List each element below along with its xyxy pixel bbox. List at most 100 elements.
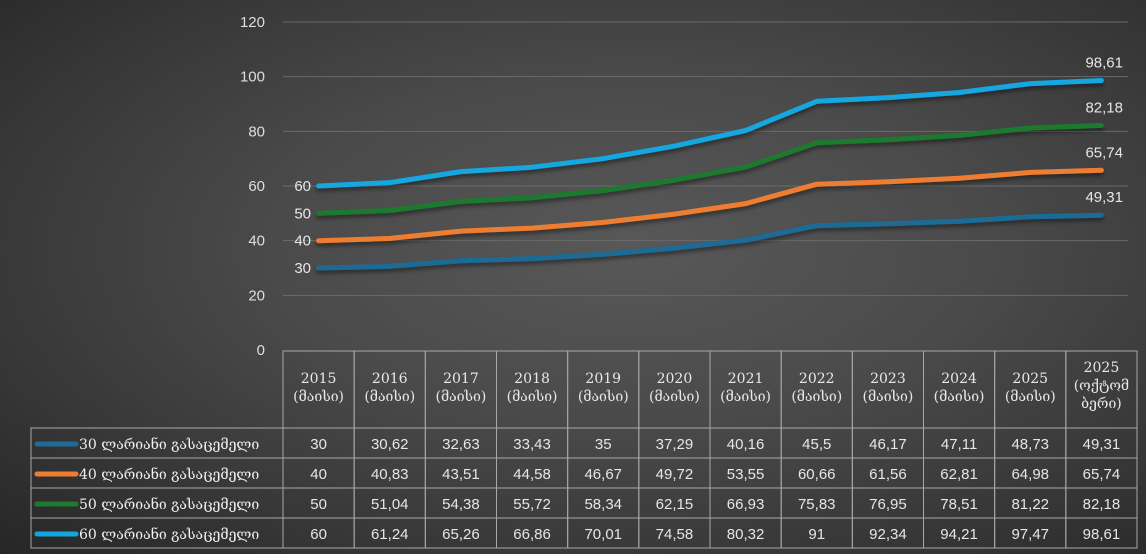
category-label: (მაისი)	[293, 388, 344, 405]
table-value: 75,83	[798, 496, 836, 513]
table-value: 40,16	[727, 436, 765, 453]
category-label: 2015	[301, 371, 337, 387]
table-value: 55,72	[513, 496, 551, 513]
table-value: 49,31	[1083, 436, 1121, 453]
category-label: (ოქტომ	[1074, 377, 1129, 394]
legend-label: 60 ლარიანი გასაცემელი	[79, 525, 259, 543]
table-value: 49,72	[656, 466, 694, 483]
table-value: 43,51	[442, 466, 480, 483]
start-data-label: 40	[294, 233, 311, 250]
y-tick-label: 40	[248, 233, 265, 250]
gridlines	[283, 21, 1128, 296]
table-value: 92,34	[869, 526, 907, 543]
category-label: (მაისი)	[364, 388, 415, 405]
table-value: 61,56	[869, 466, 907, 483]
table-value: 65,74	[1083, 466, 1121, 483]
series-line-2	[316, 167, 1104, 244]
table-value: 58,34	[584, 496, 622, 513]
category-label: 2021	[728, 371, 764, 387]
table-value: 62,15	[656, 496, 694, 513]
table-value: 65,26	[442, 526, 480, 543]
end-data-label: 49,31	[1085, 189, 1123, 206]
category-label: (მაისი)	[1005, 388, 1056, 405]
y-tick-label: 0	[257, 342, 265, 359]
series-line-4	[316, 78, 1104, 189]
category-label: 2018	[514, 371, 550, 387]
table-value: 94,21	[940, 526, 978, 543]
category-label: (მაისი)	[649, 388, 700, 405]
table-value: 64,98	[1011, 466, 1049, 483]
table-value: 98,61	[1083, 526, 1121, 543]
category-label: (მაისი)	[578, 388, 629, 405]
end-data-label: 65,74	[1085, 144, 1123, 161]
table-value: 74,58	[656, 526, 694, 543]
legend-label: 50 ლარიანი გასაცემელი	[79, 495, 259, 513]
category-label: (მაისი)	[934, 388, 985, 405]
table-value: 45,5	[802, 436, 831, 453]
category-label: 2023	[870, 371, 906, 387]
category-label: 2022	[799, 371, 835, 387]
table-value: 53,55	[727, 466, 765, 483]
table-value: 46,17	[869, 436, 907, 453]
table-value: 80,32	[727, 526, 765, 543]
table-value: 91	[808, 526, 825, 543]
table-value: 48,73	[1011, 436, 1049, 453]
table-value: 61,24	[371, 526, 409, 543]
category-label: 2017	[443, 371, 479, 387]
table-value: 50	[310, 496, 327, 513]
table-value: 81,22	[1011, 496, 1049, 513]
table-value: 37,29	[656, 436, 694, 453]
series-lines	[316, 78, 1104, 271]
category-label: 2024	[941, 371, 977, 387]
y-tick-label: 100	[240, 69, 265, 86]
table-value: 66,86	[513, 526, 551, 543]
legend-label: 30 ლარიანი გასაცემელი	[79, 435, 259, 453]
y-tick-label: 60	[248, 178, 265, 195]
category-label: (მაისი)	[862, 388, 913, 405]
start-data-label: 60	[294, 178, 311, 195]
table-value: 33,43	[513, 436, 551, 453]
table-value: 30	[310, 436, 327, 453]
table-value: 62,81	[940, 466, 978, 483]
table-value: 35	[595, 436, 612, 453]
data-table: 2015(მაისი)2016(მაისი)2017(მაისი)2018(მა…	[30, 350, 1138, 549]
table-value: 76,95	[869, 496, 907, 513]
category-label: (მაისი)	[507, 388, 558, 405]
table-value: 51,04	[371, 496, 409, 513]
start-data-label: 50	[294, 205, 311, 222]
table-value: 32,63	[442, 436, 480, 453]
table-value: 40,83	[371, 466, 409, 483]
y-tick-label: 20	[248, 287, 265, 304]
series-line-3	[316, 122, 1104, 216]
category-label: (მაისი)	[435, 388, 486, 405]
table-value: 70,01	[584, 526, 622, 543]
table-value: 40	[310, 466, 327, 483]
category-label: 2025	[1084, 360, 1120, 376]
category-label: (მაისი)	[791, 388, 842, 405]
category-label: 2019	[585, 371, 621, 387]
start-data-label: 30	[294, 260, 311, 277]
table-value: 66,93	[727, 496, 765, 513]
y-axis-tick-labels: 0 20 40 60 80 100 120	[240, 14, 265, 359]
category-label: ბერი)	[1081, 395, 1122, 412]
y-tick-label: 80	[248, 123, 265, 140]
legend-label: 40 ლარიანი გასაცემელი	[79, 465, 259, 483]
y-tick-label: 120	[240, 14, 265, 31]
category-label: 2025	[1012, 371, 1048, 387]
table-value: 30,62	[371, 436, 409, 453]
table-value: 54,38	[442, 496, 480, 513]
table-value: 60,66	[798, 466, 836, 483]
category-label: 2016	[372, 371, 408, 387]
table-value: 97,47	[1011, 526, 1049, 543]
table-value: 78,51	[940, 496, 978, 513]
table-value: 47,11	[941, 436, 977, 453]
end-data-label: 98,61	[1085, 54, 1123, 71]
end-data-label: 82,18	[1085, 99, 1123, 116]
table-value: 82,18	[1083, 496, 1121, 513]
series-line-1	[316, 212, 1104, 271]
category-label: 2020	[657, 371, 693, 387]
table-value: 46,67	[584, 466, 622, 483]
table-cell	[1065, 517, 1138, 549]
data-labels: 30 49,31 40 65,74 50 82,18 60 98,61	[294, 54, 1123, 277]
